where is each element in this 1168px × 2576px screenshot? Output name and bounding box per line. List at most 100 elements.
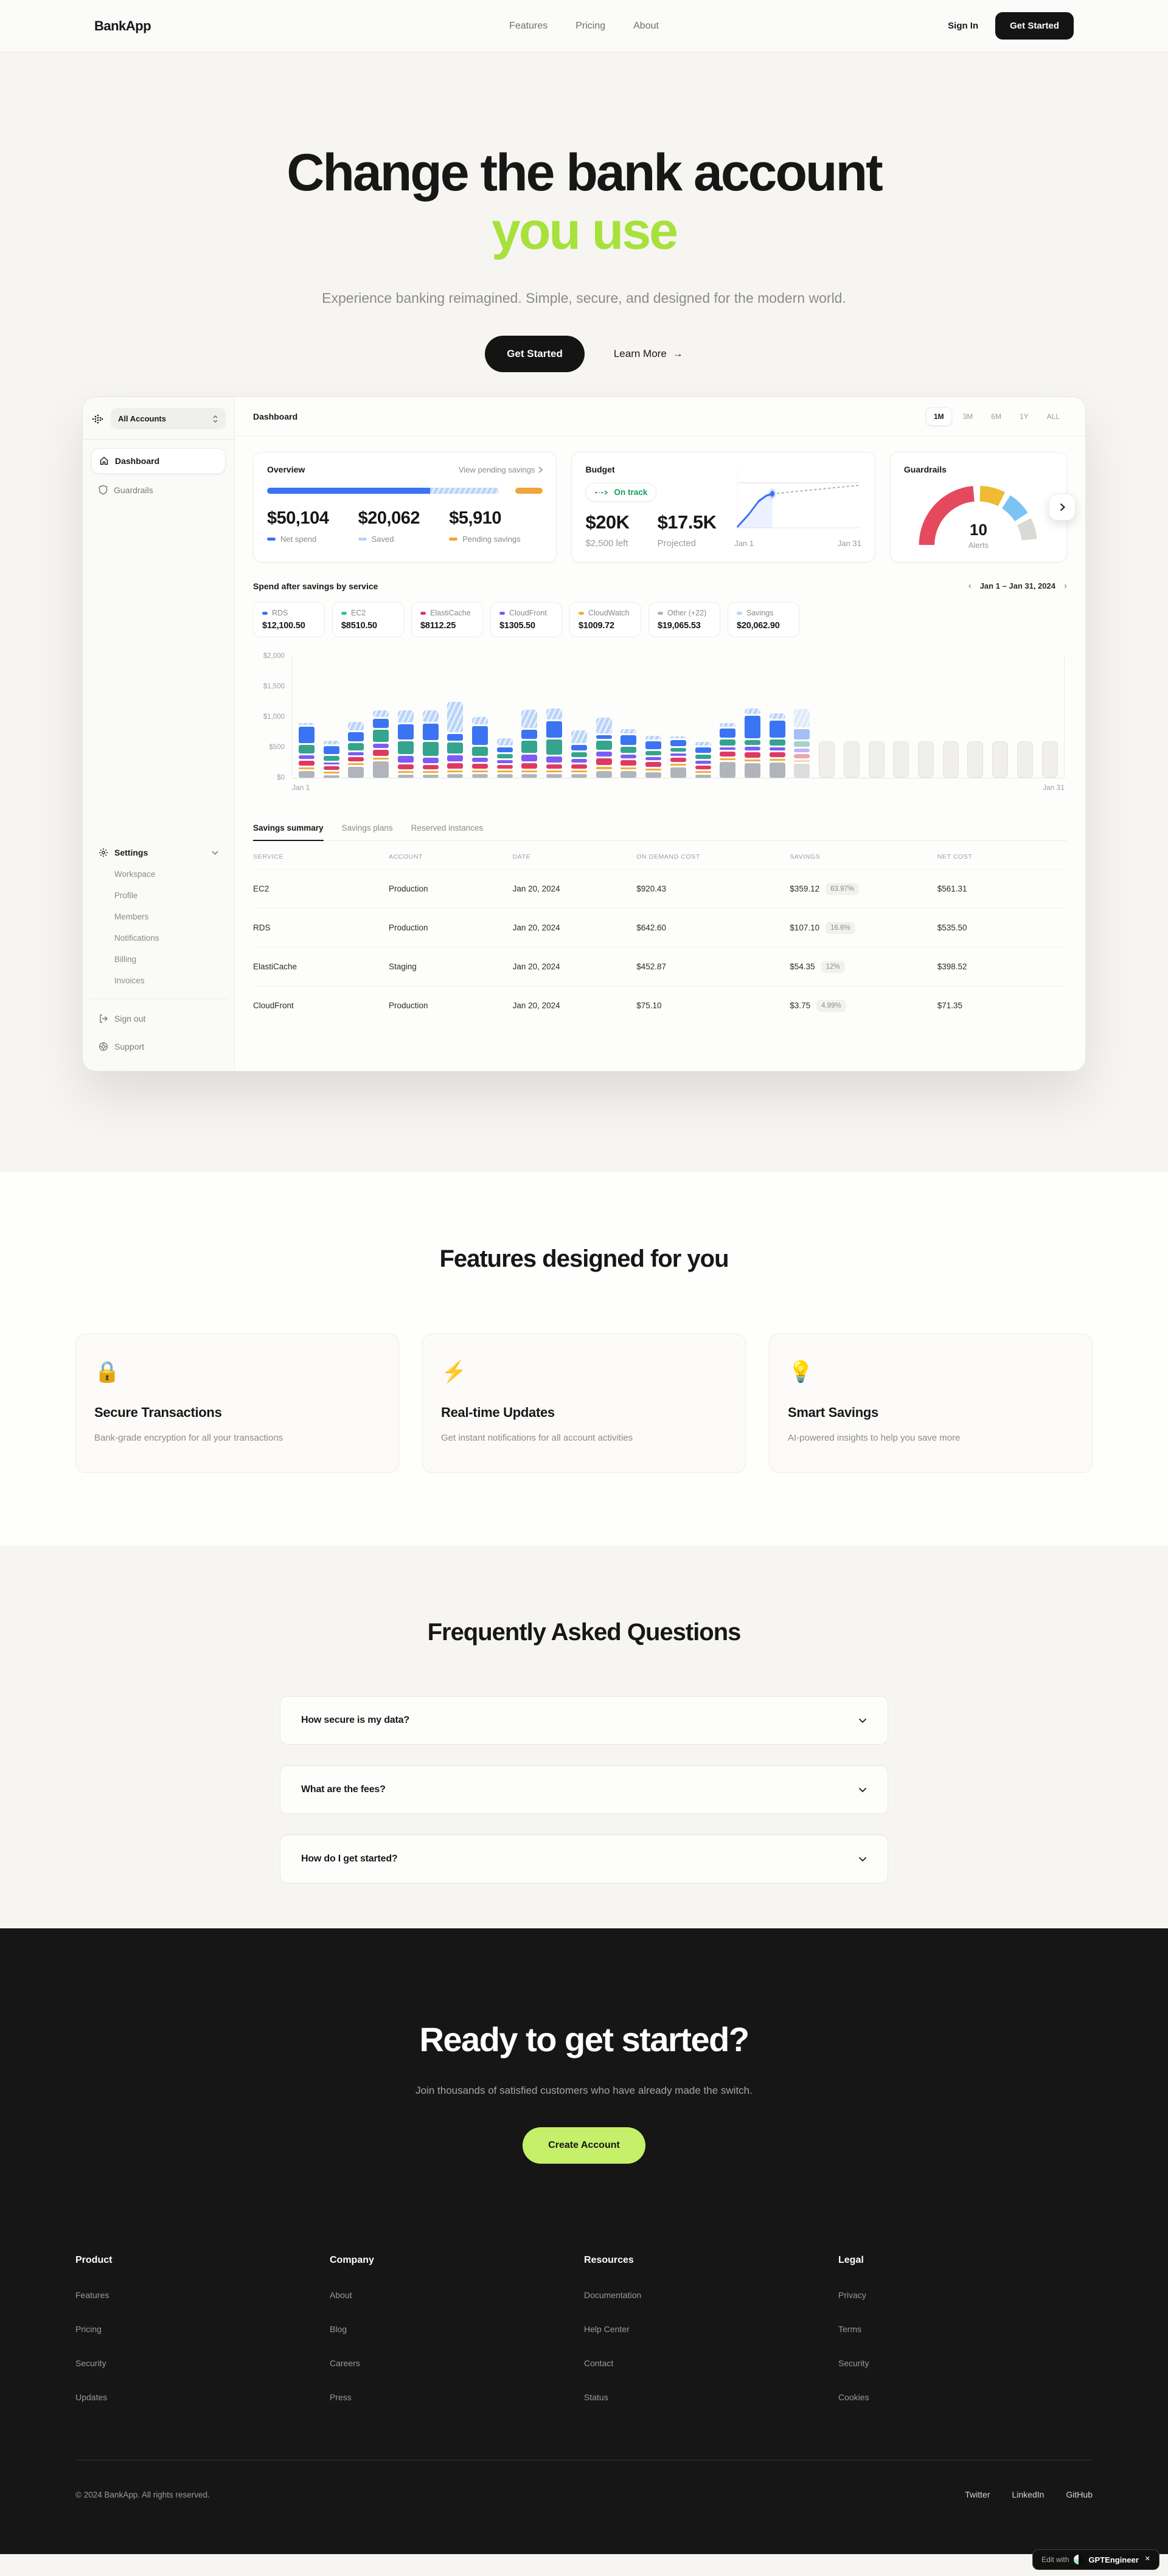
bar-segment-rds — [794, 729, 810, 740]
footer-link-help-center[interactable]: Help Center — [584, 2324, 630, 2335]
footer-link-about[interactable]: About — [330, 2290, 352, 2301]
table-row[interactable]: RDS Production Jan 20, 2024 $642.60 $107.10 1… — [253, 908, 1067, 947]
cell-service: ElastiCache — [253, 962, 297, 972]
bar-segment-cloudfront — [496, 760, 513, 764]
time-range-6m[interactable]: 6M — [984, 407, 1009, 426]
service-chip-other-22-[interactable]: Other (+22) $19,065.53 — [648, 602, 720, 638]
sidebar-item-support[interactable]: Support — [91, 1034, 226, 1059]
settings-item-invoices[interactable]: Invoices — [114, 976, 145, 986]
bar-segment-cloudfront — [720, 747, 736, 750]
footer-link-contact[interactable]: Contact — [584, 2358, 614, 2369]
get-started-button[interactable]: Get Started — [995, 12, 1074, 40]
service-chip-savings[interactable]: Savings $20,062.90 — [728, 602, 799, 638]
hero-get-started-button[interactable]: Get Started — [485, 336, 585, 373]
footer-link-updates[interactable]: Updates — [75, 2392, 108, 2403]
faq-item[interactable]: How secure is my data? — [280, 1696, 888, 1745]
bar-segment-rds — [670, 740, 686, 747]
bar-segment-cloudwatch — [720, 758, 736, 761]
footer-link-blog[interactable]: Blog — [330, 2324, 347, 2335]
table-tab-savings-plans[interactable]: Savings plans — [341, 823, 393, 833]
bar-segment-savings — [373, 710, 389, 718]
nav-link-about[interactable]: About — [633, 20, 659, 31]
footer-link-press[interactable]: Press — [330, 2392, 352, 2403]
sign-in-link[interactable]: Sign In — [948, 21, 979, 31]
logo-icon — [91, 412, 105, 426]
bar-segment-ec2 — [348, 743, 364, 751]
footer-link-security[interactable]: Security — [75, 2358, 106, 2369]
service-chip-header: CloudFront — [499, 609, 553, 617]
table-row[interactable]: CloudFront Production Jan 20, 2024 $75.10 $3… — [253, 986, 1067, 1025]
settings-item-members[interactable]: Members — [114, 912, 149, 922]
social-link-github[interactable]: GitHub — [1066, 2490, 1093, 2500]
gptengineer-badge[interactable]: Edit with GPTEngineer ✕ — [1032, 2549, 1159, 2570]
footer-link-careers[interactable]: Careers — [330, 2358, 360, 2369]
bar-segment-rds — [496, 747, 513, 753]
time-range-1y[interactable]: 1Y — [1012, 407, 1036, 426]
service-chip-value: $8510.50 — [341, 621, 377, 631]
table-tab-savings-summary[interactable]: Savings summary — [253, 821, 324, 842]
badge-close-icon[interactable]: ✕ — [1144, 2555, 1150, 2563]
bar-segment-cloudfront — [447, 755, 464, 762]
bar-segment-ec2 — [496, 754, 513, 759]
footer-link-status[interactable]: Status — [584, 2392, 608, 2403]
service-chip-cloudfront[interactable]: CloudFront $1305.50 — [490, 602, 562, 638]
sidebar-item-sign-out[interactable]: Sign out — [91, 1006, 226, 1031]
footer-link-privacy[interactable]: Privacy — [838, 2290, 866, 2301]
account-selector[interactable]: All Accounts — [111, 408, 226, 430]
bar-segment-cloudfront — [373, 744, 389, 749]
sidebar-item-guardrails[interactable]: Guardrails — [91, 477, 226, 502]
prev-range-button[interactable]: ‹ — [968, 581, 972, 592]
savings-value: $107.10 — [790, 923, 820, 933]
footer-link-pricing[interactable]: Pricing — [75, 2324, 102, 2335]
time-range-all[interactable]: ALL — [1040, 407, 1067, 426]
bar-segment-cloudfront — [546, 757, 563, 763]
time-range-1m[interactable]: 1M — [925, 407, 952, 426]
carousel-next-button[interactable] — [1049, 494, 1076, 521]
dashboard-page-title: Dashboard — [253, 411, 298, 421]
social-link-linkedin[interactable]: LinkedIn — [1012, 2490, 1045, 2500]
table-row[interactable]: EC2 Production Jan 20, 2024 $920.43 $359.12 6… — [253, 869, 1067, 908]
settings-item-workspace[interactable]: Workspace — [114, 870, 156, 879]
bar-segment-elasticache — [596, 758, 612, 766]
nav-link-features[interactable]: Features — [509, 20, 548, 31]
service-chips-row: RDS $12,100.50 EC2 $8510.50 ElastiCache $8112… — [253, 602, 1067, 638]
next-range-button[interactable]: › — [1064, 581, 1067, 592]
bar-segment-elasticache — [794, 754, 810, 759]
service-chip-rds[interactable]: RDS $12,100.50 — [253, 602, 325, 638]
settings-item-profile[interactable]: Profile — [114, 891, 138, 901]
footer-link-documentation[interactable]: Documentation — [584, 2290, 642, 2301]
alerts-count: 10 — [969, 521, 987, 539]
settings-item-billing[interactable]: Billing — [114, 955, 137, 964]
sidebar-item-dashboard[interactable]: Dashboard — [91, 448, 226, 474]
bar-segment-other — [373, 761, 389, 778]
learn-more-link[interactable]: Learn More → — [614, 348, 683, 360]
table-tab-reserved-instances[interactable]: Reserved instances — [411, 823, 484, 833]
sidebar-settings-block: Settings Workspace Profile Members Notifica… — [90, 842, 227, 1059]
service-chip-cloudwatch[interactable]: CloudWatch $1009.72 — [569, 602, 641, 638]
brand-logo[interactable]: BankApp — [94, 18, 151, 33]
footer-link-cookies[interactable]: Cookies — [838, 2392, 869, 2403]
create-account-button[interactable]: Create Account — [523, 2127, 645, 2164]
faq-item[interactable]: What are the fees? — [280, 1765, 888, 1815]
settings-item-notifications[interactable]: Notifications — [114, 933, 159, 943]
time-range-3m[interactable]: 3M — [956, 407, 981, 426]
service-chip-ec2[interactable]: EC2 $8510.50 — [332, 602, 404, 638]
bar-segment-elasticache — [323, 766, 339, 770]
arrow-right-icon: → — [672, 348, 683, 360]
nav-link-pricing[interactable]: Pricing — [575, 20, 606, 31]
table-row[interactable]: ElastiCache Staging Jan 20, 2024 $452.87 $54… — [253, 947, 1067, 986]
bar-segment-cloudfront — [422, 758, 439, 764]
footer-link-terms[interactable]: Terms — [838, 2324, 862, 2335]
cell-account: Production — [389, 923, 428, 933]
faq-item[interactable]: How do I get started? — [280, 1835, 888, 1884]
footer-link-features[interactable]: Features — [75, 2290, 109, 2301]
cta-section: Ready to get started? Join thousands of … — [0, 1928, 1168, 2555]
faq-question: What are the fees? — [301, 1784, 386, 1795]
service-chip-name: Savings — [746, 609, 774, 618]
bar-segment-cloudwatch — [695, 771, 711, 774]
service-chip-elasticache[interactable]: ElastiCache $8112.25 — [411, 602, 483, 638]
social-link-twitter[interactable]: Twitter — [965, 2490, 990, 2500]
view-pending-savings-link[interactable]: View pending savings — [459, 465, 543, 474]
sidebar-item-settings[interactable]: Settings — [91, 842, 226, 864]
footer-link-security[interactable]: Security — [838, 2358, 869, 2369]
